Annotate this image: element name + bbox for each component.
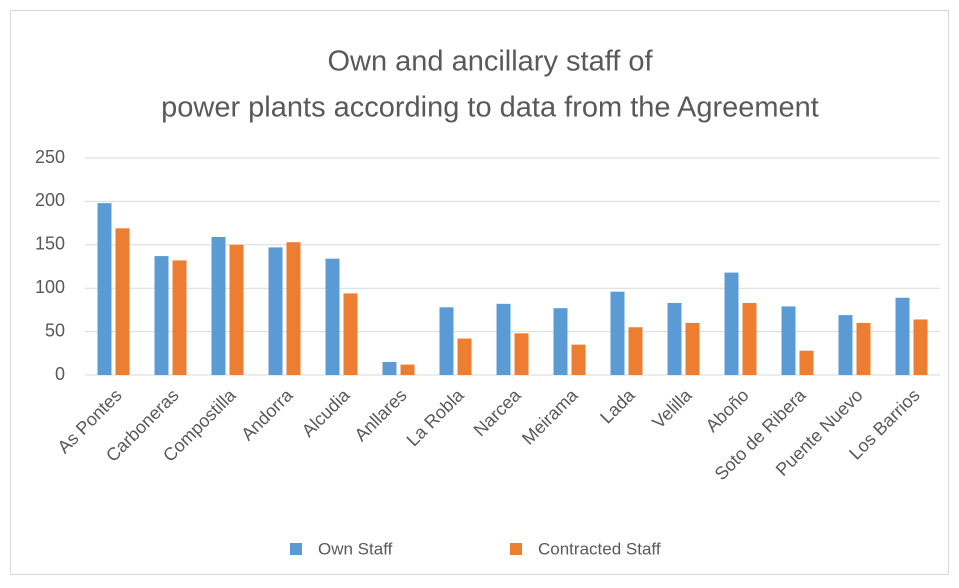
bar <box>268 247 283 375</box>
bar <box>742 302 757 375</box>
bar <box>667 302 682 375</box>
legend-swatch <box>290 543 302 555</box>
bar <box>457 338 472 375</box>
bar <box>610 291 625 375</box>
bar <box>97 203 112 375</box>
bar <box>781 306 796 375</box>
y-tick-label: 150 <box>35 234 65 254</box>
bar <box>571 344 586 375</box>
legend-label: Contracted Staff <box>538 539 661 558</box>
bar <box>856 322 871 375</box>
y-tick-label: 250 <box>35 147 65 167</box>
bar <box>838 315 853 375</box>
y-tick-label: 200 <box>35 190 65 210</box>
bar <box>382 361 397 375</box>
bar <box>496 303 511 375</box>
bar <box>439 307 454 375</box>
bar <box>211 236 226 375</box>
legend-swatch <box>510 543 522 555</box>
bar <box>913 319 928 375</box>
legend-label: Own Staff <box>318 539 393 558</box>
bar <box>895 297 910 375</box>
bar <box>799 350 814 375</box>
bar <box>724 272 739 375</box>
bar <box>685 322 700 375</box>
bar <box>172 260 187 375</box>
bar <box>553 308 568 375</box>
bar <box>628 327 643 375</box>
y-tick-label: 100 <box>35 277 65 297</box>
bar <box>286 242 301 375</box>
bar <box>325 258 340 375</box>
bar <box>229 244 244 375</box>
bar <box>514 333 529 375</box>
bar <box>400 364 415 375</box>
y-tick-label: 50 <box>45 320 65 340</box>
chart-title: Own and ancillary staff of <box>327 46 653 78</box>
bar <box>343 293 358 375</box>
y-tick-label: 0 <box>55 364 65 384</box>
bar <box>154 256 169 375</box>
bar <box>115 228 130 375</box>
chart-title: power plants according to data from the … <box>161 92 819 124</box>
